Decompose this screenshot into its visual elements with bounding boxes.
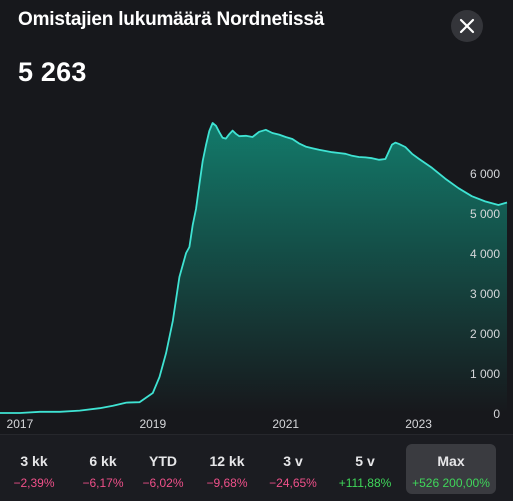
period-5v[interactable]: 5 v +111,88% xyxy=(320,444,410,494)
owners-chart: 6 000 5 000 4 000 3 000 2 000 1 000 0 2017 2019… xyxy=(0,122,508,431)
period-change: +111,88% xyxy=(338,476,392,490)
period-change: −24,65% xyxy=(269,476,317,490)
close-icon xyxy=(459,18,475,34)
period-selector: 3 kk −2,39% 6 kk −6,17% YTD −6,02% 12 kk… xyxy=(0,434,513,501)
chart-area-fill xyxy=(0,123,507,413)
period-label: 6 kk xyxy=(89,453,117,469)
period-label: 5 v xyxy=(355,453,375,469)
x-tick-label: 2017 xyxy=(7,417,34,431)
period-label: 12 kk xyxy=(209,453,245,469)
period-change: +526 200,00% xyxy=(412,476,490,490)
y-tick-label: 4 000 xyxy=(470,247,500,261)
y-tick-label: 0 xyxy=(493,407,500,421)
x-tick-label: 2021 xyxy=(272,417,299,431)
x-tick-label: 2023 xyxy=(405,417,432,431)
period-max[interactable]: Max +526 200,00% xyxy=(406,444,496,494)
chart-series-line xyxy=(0,122,508,414)
owner-count-value: 5 263 xyxy=(18,57,87,87)
period-3kk[interactable]: 3 kk −2,39% xyxy=(0,444,79,494)
period-label: 3 kk xyxy=(20,453,48,469)
period-label: Max xyxy=(437,453,465,469)
close-button[interactable] xyxy=(451,10,483,42)
page-title: Omistajien lukumäärä Nordnetissä xyxy=(18,9,325,30)
x-tick-label: 2019 xyxy=(139,417,166,431)
y-tick-label: 3 000 xyxy=(470,287,500,301)
y-tick-label: 6 000 xyxy=(470,167,500,181)
period-change: −2,39% xyxy=(13,476,55,490)
period-6kk[interactable]: 6 kk −6,17% xyxy=(58,444,148,494)
period-change: −9,68% xyxy=(206,476,248,490)
y-tick-label: 5 000 xyxy=(470,207,500,221)
period-change: −6,17% xyxy=(82,476,124,490)
y-tick-label: 2 000 xyxy=(470,327,500,341)
period-3v[interactable]: 3 v −24,65% xyxy=(248,444,338,494)
y-tick-label: 1 000 xyxy=(470,367,500,381)
period-12kk[interactable]: 12 kk −9,68% xyxy=(182,444,272,494)
period-change: −6,02% xyxy=(142,476,184,490)
period-label: YTD xyxy=(149,453,177,469)
period-label: 3 v xyxy=(283,453,303,469)
period-ytd[interactable]: YTD −6,02% xyxy=(118,444,208,494)
